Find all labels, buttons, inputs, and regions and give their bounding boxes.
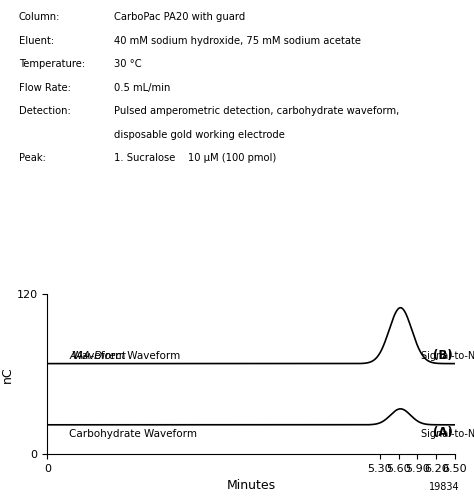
Text: 19834: 19834 — [429, 482, 460, 492]
Text: CarboPac PA20 with guard: CarboPac PA20 with guard — [114, 12, 245, 22]
Text: Temperature:: Temperature: — [19, 59, 85, 69]
Text: (A): (A) — [433, 426, 453, 439]
Text: disposable gold working electrode: disposable gold working electrode — [114, 130, 284, 140]
Text: Waveform: Waveform — [124, 351, 180, 361]
Text: 30 °C: 30 °C — [114, 59, 141, 69]
Text: Pulsed amperometric detection, carbohydrate waveform,: Pulsed amperometric detection, carbohydr… — [114, 106, 399, 116]
Text: 1. Sucralose    10 μM (100 pmol): 1. Sucralose 10 μM (100 pmol) — [114, 153, 276, 163]
Text: (B): (B) — [433, 349, 453, 362]
Text: Detection:: Detection: — [19, 106, 71, 116]
Text: Carbohydrate Waveform: Carbohydrate Waveform — [69, 429, 197, 439]
Y-axis label: nC: nC — [1, 366, 14, 383]
Text: Waveform: Waveform — [69, 351, 126, 361]
Text: Eluent:: Eluent: — [19, 36, 54, 46]
X-axis label: Minutes: Minutes — [227, 480, 276, 493]
Text: Signal-to-Noise = 1700: Signal-to-Noise = 1700 — [420, 351, 474, 361]
Text: 0.5 mL/min: 0.5 mL/min — [114, 83, 170, 93]
Text: AAA-Direct: AAA-Direct — [69, 351, 126, 361]
Text: Peak:: Peak: — [19, 153, 46, 163]
Text: Flow Rate:: Flow Rate: — [19, 83, 71, 93]
Text: Column:: Column: — [19, 12, 60, 22]
Text: 40 mM sodium hydroxide, 75 mM sodium acetate: 40 mM sodium hydroxide, 75 mM sodium ace… — [114, 36, 361, 46]
Text: Signal-to-Noise = 720: Signal-to-Noise = 720 — [420, 429, 474, 439]
